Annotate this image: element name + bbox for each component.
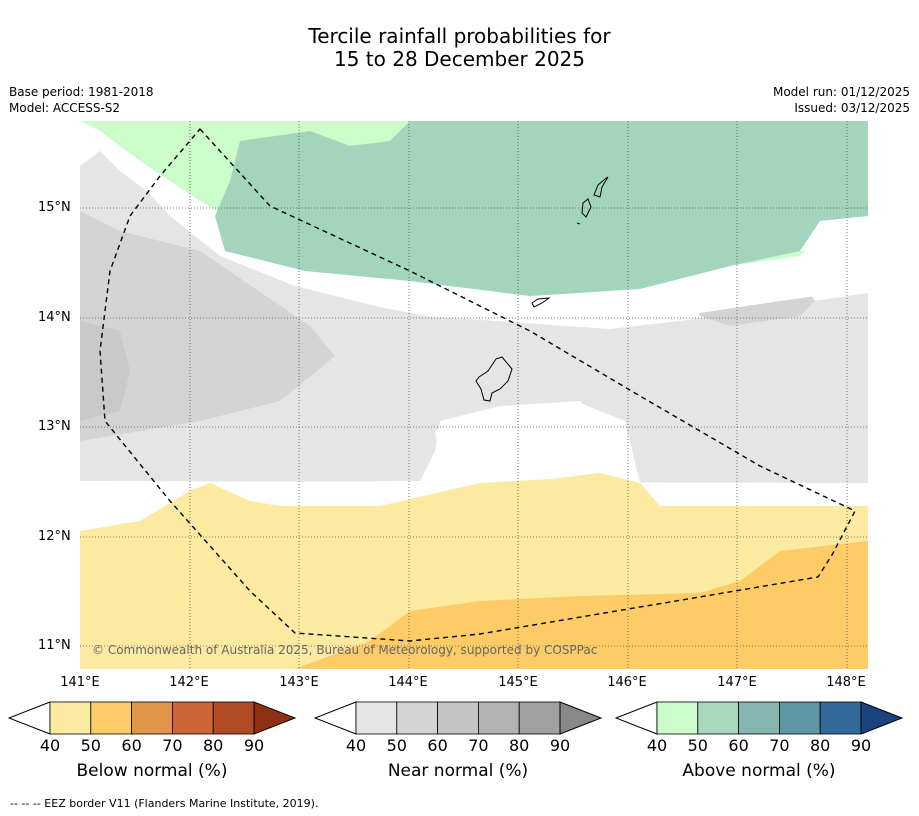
colorbar-tick-label: 70 bbox=[468, 736, 489, 755]
lon-label-143e: 143°E bbox=[279, 675, 319, 690]
colorbar-segment bbox=[396, 701, 439, 735]
colorbar-above-normal-low-arrow bbox=[615, 701, 658, 735]
colorbar-segment bbox=[778, 701, 821, 735]
near-normal-60-region bbox=[80, 321, 130, 421]
colorbar-below-normal-high-arrow bbox=[253, 701, 297, 735]
lon-label-141e: 141°E bbox=[60, 675, 100, 690]
lat-label-14n: 14°N bbox=[38, 310, 71, 325]
colorbar-segment bbox=[819, 701, 862, 735]
lat-label-11n: 11°N bbox=[38, 638, 71, 653]
tinian-island bbox=[581, 198, 592, 218]
colorbar-tick-label: 90 bbox=[850, 736, 872, 755]
colorbar-tick-label: 50 bbox=[80, 736, 101, 755]
copyright-text: © Commonwealth of Australia 2025, Bureau… bbox=[92, 643, 597, 657]
model-run: Model run: 01/12/2025 bbox=[772, 85, 910, 99]
colorbar-segment bbox=[656, 701, 699, 735]
colorbar-segment bbox=[738, 701, 780, 735]
colorbar-label-below: Below normal (%) bbox=[76, 761, 228, 781]
colorbar-tick-label: 80 bbox=[810, 736, 831, 755]
map: © Commonwealth of Australia 2025, Bureau… bbox=[80, 121, 868, 669]
colorbar-tick-label: 70 bbox=[769, 736, 790, 755]
guam-island bbox=[475, 356, 513, 402]
colorbar-near-normal-low-arrow bbox=[314, 701, 357, 735]
colorbar-tick-label: 60 bbox=[121, 736, 142, 755]
footnote: -- -- -- EEZ border V11 (Flanders Marine… bbox=[10, 797, 319, 810]
lon-label-142e: 142°E bbox=[169, 675, 209, 690]
lat-label-13n: 13°N bbox=[38, 419, 71, 434]
white-gap-lower bbox=[80, 476, 868, 506]
colorbar-segment bbox=[212, 701, 255, 735]
near-normal-50-region bbox=[80, 211, 335, 441]
above-normal-50-region bbox=[160, 121, 868, 296]
colorbar-tick-label: 90 bbox=[243, 736, 265, 755]
island-outlines bbox=[475, 176, 609, 402]
colorbar-tick-label: 70 bbox=[162, 736, 183, 755]
colorbar-segment bbox=[90, 701, 133, 735]
colorbar-tick-label: 50 bbox=[386, 736, 407, 755]
colorbar-segment bbox=[518, 701, 561, 735]
colorbar-segment bbox=[697, 701, 740, 735]
lon-label-144e: 144°E bbox=[388, 675, 428, 690]
lon-label-147e: 147°E bbox=[717, 675, 757, 690]
colorbar-segment bbox=[171, 701, 214, 735]
lon-label-146e: 146°E bbox=[607, 675, 647, 690]
colorbar-segment bbox=[437, 701, 479, 735]
below-normal-50-region bbox=[295, 541, 868, 669]
model-name: Model: ACCESS-S2 bbox=[9, 101, 121, 115]
title-line-2: 15 to 28 December 2025 bbox=[333, 47, 585, 71]
lon-label-148e: 148°E bbox=[826, 675, 866, 690]
colorbar-segment bbox=[49, 701, 92, 735]
colorbar-below-normal-low-arrow bbox=[8, 701, 51, 735]
colorbar-above-normal bbox=[615, 701, 904, 735]
colorbar-segment bbox=[131, 701, 173, 735]
lat-label-15n: 15°N bbox=[38, 200, 71, 215]
colorbar-tick-label: 90 bbox=[549, 736, 571, 755]
colorbar-tick-label: 40 bbox=[345, 736, 367, 755]
title-line-1: Tercile rainfall probabilities for bbox=[308, 24, 611, 48]
colorbar-tick-label: 60 bbox=[427, 736, 448, 755]
colorbar-segment bbox=[355, 701, 398, 735]
lat-label-12n: 12°N bbox=[38, 529, 71, 544]
rota-island bbox=[531, 297, 551, 308]
colorbar-tick-label: 80 bbox=[203, 736, 224, 755]
saipan-island bbox=[593, 176, 609, 198]
colorbar-tick-label: 60 bbox=[728, 736, 749, 755]
colorbar-segment bbox=[477, 701, 520, 735]
colorbar-near-normal bbox=[314, 701, 603, 735]
colorbar-tick-label: 40 bbox=[646, 736, 668, 755]
colorbar-tick-label: 50 bbox=[687, 736, 708, 755]
white-gap-middle bbox=[430, 403, 640, 483]
base-period: Base period: 1981-2018 bbox=[9, 85, 154, 99]
colorbar-below-normal bbox=[8, 701, 297, 735]
colorbar-tick-label: 80 bbox=[509, 736, 530, 755]
eez-border bbox=[99, 127, 856, 642]
colorbar-above-normal-high-arrow bbox=[860, 701, 904, 735]
colorbar-label-above: Above normal (%) bbox=[682, 761, 836, 781]
colorbar-label-near: Near normal (%) bbox=[387, 761, 529, 781]
colorbar-near-normal-high-arrow bbox=[559, 701, 603, 735]
lon-label-145e: 145°E bbox=[498, 675, 538, 690]
issued-date: Issued: 03/12/2025 bbox=[794, 101, 910, 115]
aguijan-island bbox=[576, 222, 581, 225]
colorbar-tick-label: 40 bbox=[39, 736, 61, 755]
